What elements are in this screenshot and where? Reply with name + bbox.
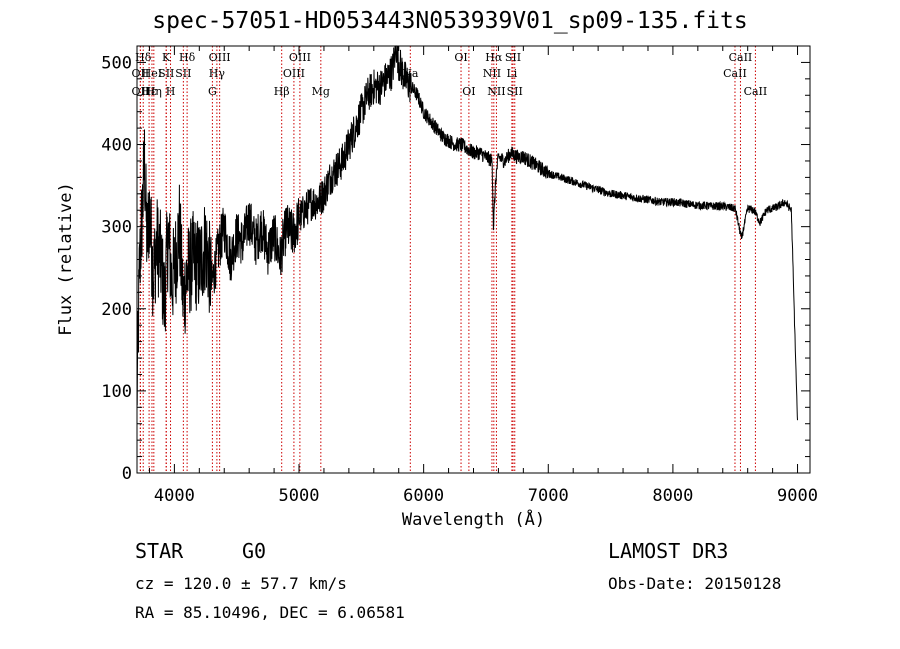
y-axis-label: Flux (relative) <box>56 182 76 336</box>
x-tick-label-8000: 8000 <box>652 486 693 506</box>
plot-frame <box>136 45 811 474</box>
line-label-20: OI <box>462 85 475 98</box>
y-tick-label-200: 200 <box>101 300 132 320</box>
line-label-27: CaII <box>729 51 753 64</box>
object-class: STAR <box>135 539 184 563</box>
line-label-0: Hδ <box>135 51 152 64</box>
line-label-22: NII <box>483 67 501 80</box>
y-tick-label-400: 400 <box>101 136 132 156</box>
line-label-29: CaII <box>744 85 768 98</box>
line-label-25: Li <box>506 67 517 80</box>
line-label-6: K <box>162 51 171 64</box>
line-label-10: SII <box>175 67 191 80</box>
line-label-5: HeI <box>142 67 162 80</box>
y-tick-label-100: 100 <box>101 382 132 402</box>
line-label-13: G <box>208 85 217 98</box>
line-label-1: OII <box>132 67 150 80</box>
x-tick-label-6000: 6000 <box>403 486 444 506</box>
line-label-12: Hγ <box>209 67 226 80</box>
x-tick-label-9000: 9000 <box>777 486 818 506</box>
line-label-26: SII <box>507 85 523 98</box>
line-label-3: Hε <box>141 85 157 98</box>
line-label-8: H <box>166 85 176 98</box>
x-axis-label: Wavelength (Å) <box>401 510 546 530</box>
y-tick-label-0: 0 <box>122 464 132 484</box>
line-label-16: OIII <box>283 67 305 80</box>
line-label-21: Hα <box>485 51 503 64</box>
line-label-14: Hβ <box>274 85 290 98</box>
line-label-28: CaII <box>723 67 747 80</box>
redshift-velocity: cz = 120.0 ± 57.7 km/s <box>135 574 347 593</box>
line-label-24: SII <box>505 51 521 64</box>
chart-title: spec-57051-HD053443N053939V01_sp09-135.f… <box>152 8 748 34</box>
observation-date: Obs-Date: 20150128 <box>608 574 782 593</box>
line-label-17: Mg <box>312 85 330 98</box>
line-label-23: NII <box>487 85 505 98</box>
line-label-2: OII <box>132 85 150 98</box>
line-label-11: OIII <box>209 51 231 64</box>
spectrum-line <box>136 45 798 421</box>
survey-name: LAMOST DR3 <box>608 539 729 563</box>
x-tick-label-5000: 5000 <box>279 486 320 506</box>
line-label-9: Hδ <box>179 51 196 64</box>
x-tick-label-4000: 4000 <box>154 486 195 506</box>
line-label-19: OI <box>454 51 467 64</box>
line-label-7: SII <box>158 67 174 80</box>
y-tick-label-300: 300 <box>101 218 132 238</box>
line-label-15: OIII <box>289 51 311 64</box>
x-tick-label-7000: 7000 <box>528 486 569 506</box>
y-tick-label-500: 500 <box>101 53 132 73</box>
coordinates: RA = 85.10496, DEC = 6.06581 <box>135 603 405 622</box>
object-subclass: G0 <box>242 539 267 563</box>
line-label-4: Hη <box>146 85 162 98</box>
